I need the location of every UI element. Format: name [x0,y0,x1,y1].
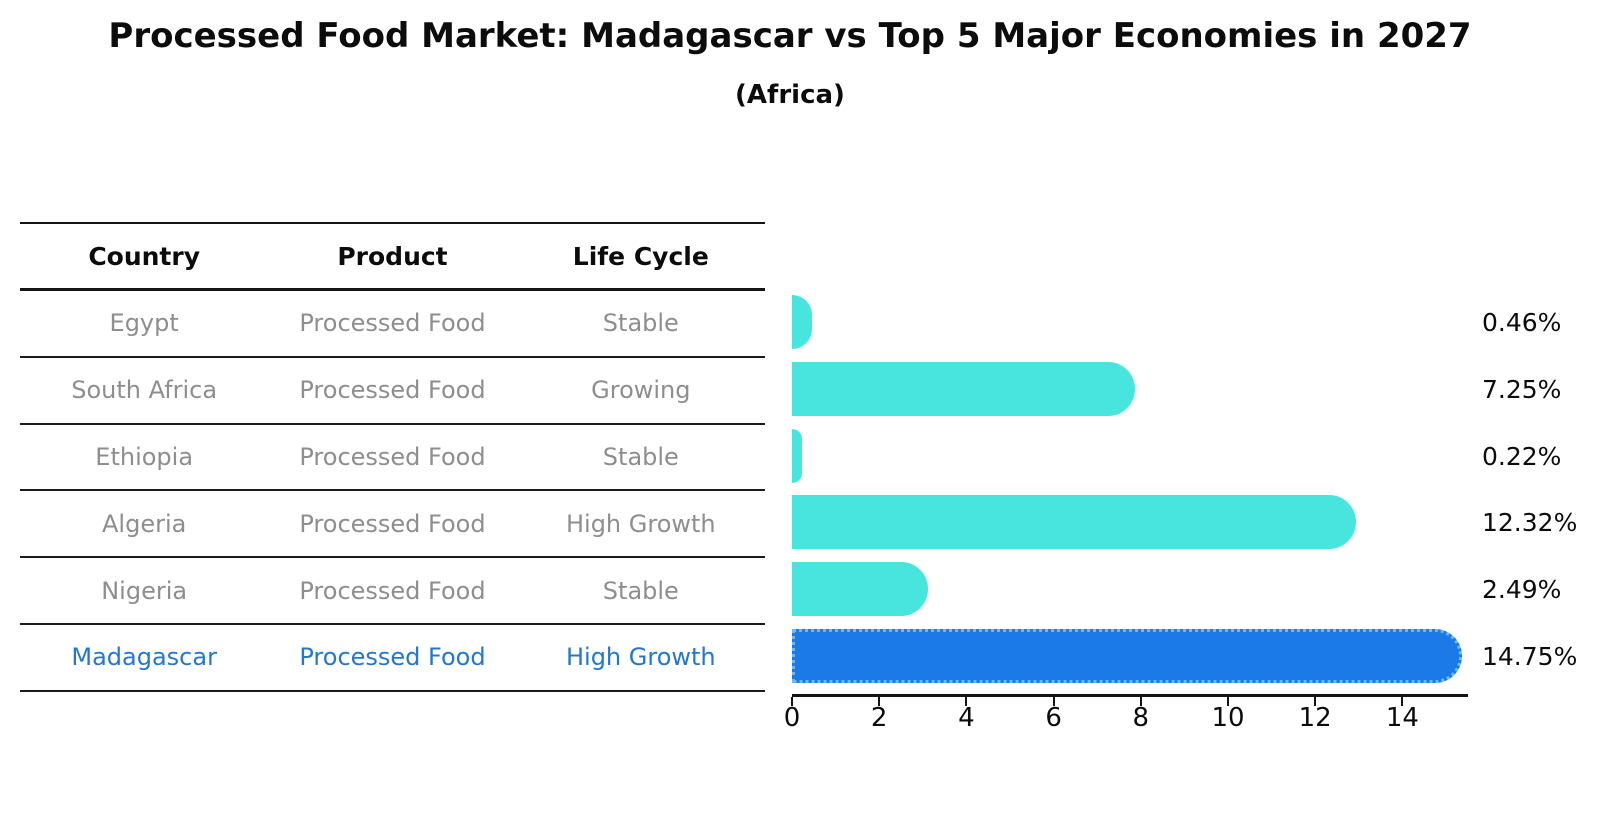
x-tick-label: 8 [1132,703,1150,733]
value-label-egypt: 0.46% [1482,307,1562,337]
cell-country: Madagascar [71,643,217,672]
table-body: Egypt Processed Food Stable South Africa Pro… [20,291,765,692]
bar-ethiopia [792,428,802,483]
bar-madagascar [792,629,1463,684]
table-row-nigeria: Nigeria Processed Food Stable [20,558,765,625]
bar-nigeria [792,562,928,617]
x-tick-label: 12 [1298,703,1332,733]
chart-subtitle: (Africa) [735,80,845,110]
x-tick-mark [1314,697,1317,706]
cell-life-cycle: Stable [602,309,679,338]
x-tick-label: 0 [783,703,801,733]
cell-product: Processed Food [299,376,486,405]
cell-product: Processed Food [299,309,486,338]
table-row-madagascar: Madagascar Processed Food High Growth [20,625,765,692]
country-table: Country Product Life Cycle Egypt Processe… [20,222,765,692]
cell-country: South Africa [71,376,218,405]
cell-country: Nigeria [101,576,188,605]
cell-life-cycle: Stable [602,576,679,605]
header-product: Product [337,241,448,271]
cell-country: Ethiopia [95,442,194,471]
value-label-nigeria: 2.49% [1482,575,1562,605]
x-tick-label: 14 [1385,703,1419,733]
x-axis-line [792,694,1468,697]
bar-algeria [792,495,1357,550]
x-tick-mark [791,697,793,706]
x-tick-mark [1052,697,1055,706]
cell-life-cycle: Stable [602,442,679,471]
cell-life-cycle: High Growth [565,643,716,672]
cell-life-cycle: Growing [591,376,691,405]
table-row-egypt: Egypt Processed Food Stable [20,291,765,358]
header-life-cycle: Life Cycle [572,241,709,271]
table-row-algeria: Algeria Processed Food High Growth [20,491,765,559]
header-country: Country [88,241,201,271]
cell-life-cycle: High Growth [565,509,716,538]
bar-egypt [792,295,813,349]
cell-product: Processed Food [299,576,486,605]
x-tick-mark [1139,697,1142,706]
chart-title: Processed Food Market: Madagascar vs Top… [108,16,1472,56]
value-label-algeria: 12.32% [1482,508,1578,538]
value-label-ethiopia: 0.22% [1482,441,1562,471]
x-tick-mark [1401,697,1404,706]
cell-product: Processed Food [299,442,486,471]
x-tick-label: 6 [1045,703,1062,733]
value-label-south-africa: 7.25% [1482,374,1562,404]
x-tick-label: 2 [870,703,888,733]
x-tick-mark [1227,697,1229,706]
cell-product: Processed Food [299,643,486,672]
x-tick-label: 4 [958,703,975,733]
table-header-row: Country Product Life Cycle [20,224,765,291]
table-row-ethiopia: Ethiopia Processed Food Stable [20,425,765,492]
cell-country: Egypt [109,309,179,338]
cell-product: Processed Food [299,509,486,538]
x-tick-mark [965,697,968,706]
x-tick-mark [878,697,881,706]
value-label-madagascar: 14.75% [1482,642,1578,672]
cell-country: Algeria [102,509,187,538]
table-row-south-africa: South Africa Processed Food Growing [20,358,765,425]
bar-south-africa [792,361,1136,416]
x-tick-label: 10 [1211,703,1245,733]
